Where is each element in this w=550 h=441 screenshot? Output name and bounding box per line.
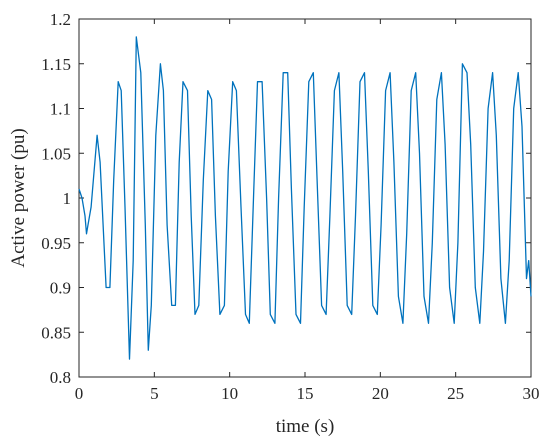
series-line xyxy=(78,36,532,360)
x-axis-ticks: 0 5 10 15 20 25 30 xyxy=(75,19,540,403)
y-tick-label: 0.8 xyxy=(50,368,71,387)
y-tick-label: 0.85 xyxy=(41,323,71,342)
x-tick-label: 0 xyxy=(75,384,84,403)
x-tick-label: 20 xyxy=(372,384,389,403)
x-tick-label: 30 xyxy=(523,384,540,403)
series-layer xyxy=(78,36,532,360)
y-tick-label: 1.15 xyxy=(41,55,71,74)
y-tick-label: 1 xyxy=(63,189,72,208)
y-tick-label: 0.9 xyxy=(50,279,71,298)
x-tick-label: 25 xyxy=(447,384,464,403)
x-tick-label: 10 xyxy=(221,384,238,403)
y-tick-label: 0.95 xyxy=(41,234,71,253)
x-tick-label: 15 xyxy=(297,384,314,403)
x-tick-label: 5 xyxy=(150,384,159,403)
x-axis-label: time (s) xyxy=(276,416,335,437)
y-tick-label: 1.05 xyxy=(41,144,71,163)
y-axis-ticks: 0.8 0.85 0.9 0.95 1 1.05 1.1 1.15 1.2 xyxy=(41,10,531,387)
y-tick-label: 1.1 xyxy=(50,100,71,119)
y-tick-label: 1.2 xyxy=(50,10,71,29)
y-axis-label: Active power (pu) xyxy=(8,128,29,267)
